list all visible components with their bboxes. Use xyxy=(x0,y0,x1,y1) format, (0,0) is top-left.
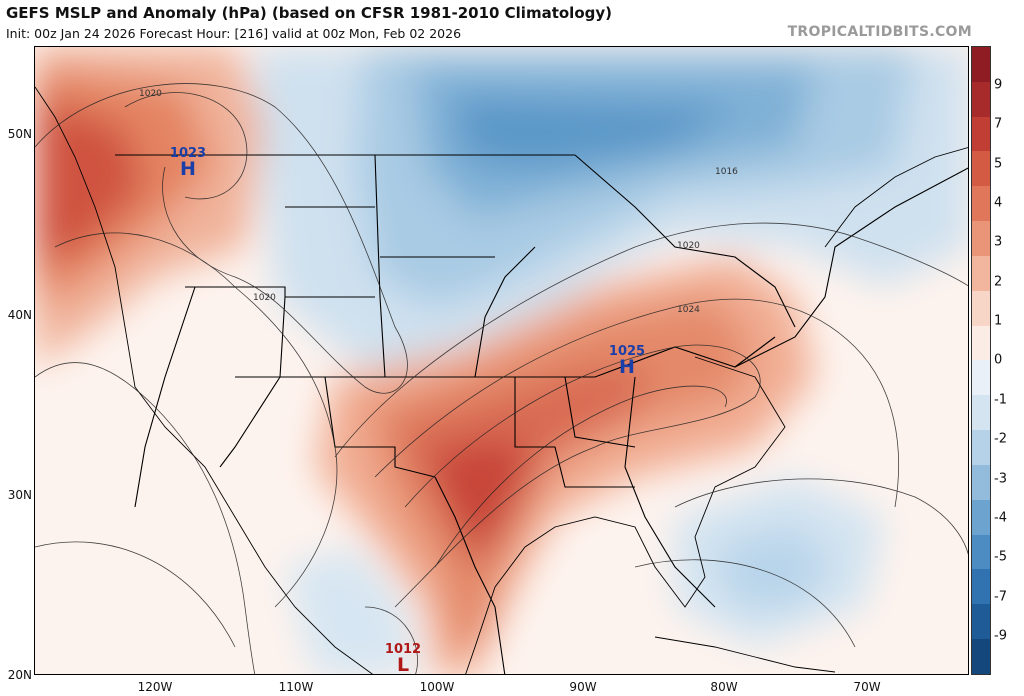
colorbar-swatch xyxy=(972,255,990,291)
colorbar-label: 1 xyxy=(994,313,1003,329)
colorbar-swatch xyxy=(972,639,990,674)
colorbar-label: 7 xyxy=(994,116,1003,132)
isobar-label: 1020 xyxy=(139,89,162,99)
site-credit: TROPICALTIDBITS.COM xyxy=(787,24,972,40)
colorbar-label: -5 xyxy=(994,549,1007,565)
colorbar-label: 3 xyxy=(994,234,1003,250)
anomaly-map: 1020 1020 1016 1020 1024 1023 H 1025 H 1… xyxy=(34,46,969,675)
isobar-label: 1020 xyxy=(253,293,276,303)
colorbar-swatch xyxy=(972,47,990,82)
high-pressure-letter: H xyxy=(619,356,635,378)
lon-label: 80W xyxy=(710,680,738,694)
pressure-value: 1012 xyxy=(384,642,422,657)
colorbar-swatch xyxy=(972,604,990,640)
colorbar-label: -1 xyxy=(994,392,1007,408)
map-canvas xyxy=(35,47,968,674)
colorbar-swatch xyxy=(972,81,990,117)
colorbar-swatch xyxy=(972,221,990,256)
colorbar-label: -2 xyxy=(994,431,1007,447)
lat-label: 30N xyxy=(7,488,32,502)
lon-label: 100W xyxy=(419,680,455,694)
isobars xyxy=(35,83,968,674)
colorbar-label: 9 xyxy=(994,77,1003,93)
colorbar-label: 0 xyxy=(994,352,1003,368)
colorbar-label: 4 xyxy=(994,195,1003,211)
low-pressure-letter: L xyxy=(396,654,410,675)
colorbar-label: -9 xyxy=(994,628,1007,644)
colorbar-swatch xyxy=(972,569,990,605)
map-title: GEFS MSLP and Anomaly (hPa) (based on CF… xyxy=(6,4,612,22)
colorbar-label: 5 xyxy=(994,156,1003,172)
colorbar-swatch xyxy=(972,534,990,570)
colorbar-swatch xyxy=(972,430,990,465)
lat-label: 20N xyxy=(7,668,32,682)
colorbar-swatch xyxy=(972,186,990,222)
lon-label: 70W xyxy=(853,680,881,694)
map-subtitle: Init: 00z Jan 24 2026 Forecast Hour: [21… xyxy=(6,26,462,41)
lat-label: 40N xyxy=(7,308,32,322)
colorbar-label: -3 xyxy=(994,471,1007,487)
anomaly-field xyxy=(35,47,968,674)
colorbar-swatch xyxy=(972,395,990,431)
colorbar-label: -7 xyxy=(994,589,1007,605)
pressure-value: 1025 xyxy=(608,344,646,359)
colorbar-swatch xyxy=(972,360,990,396)
coastlines xyxy=(35,86,968,674)
colorbar-swatch xyxy=(972,151,990,187)
colorbar-label: -4 xyxy=(994,510,1007,526)
colorbar-swatch xyxy=(972,464,990,500)
high-pressure-center: 1025 H xyxy=(609,345,645,377)
colorbar xyxy=(971,46,991,675)
colorbar-swatch xyxy=(972,290,990,326)
isobar-label: 1016 xyxy=(715,167,738,177)
lon-label: 120W xyxy=(137,680,173,694)
lat-label: 50N xyxy=(7,127,32,141)
lon-label: 90W xyxy=(569,680,597,694)
low-pressure-center: 1012 L xyxy=(384,642,422,675)
colorbar-swatch xyxy=(972,499,990,535)
colorbar-swatch xyxy=(972,116,990,152)
lon-label: 110W xyxy=(278,680,314,694)
isobar-label: 1024 xyxy=(677,305,700,315)
isobar-label: 1020 xyxy=(677,241,700,251)
colorbar-swatch xyxy=(972,325,990,361)
high-pressure-center: 1023 H xyxy=(170,147,206,179)
colorbar-label: 2 xyxy=(994,274,1003,290)
high-pressure-letter: H xyxy=(180,158,196,180)
pressure-value: 1023 xyxy=(169,146,207,161)
